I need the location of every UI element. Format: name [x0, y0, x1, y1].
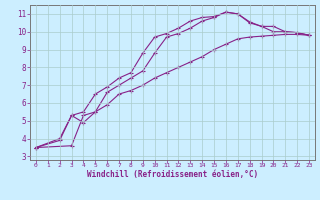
X-axis label: Windchill (Refroidissement éolien,°C): Windchill (Refroidissement éolien,°C) [87, 170, 258, 179]
